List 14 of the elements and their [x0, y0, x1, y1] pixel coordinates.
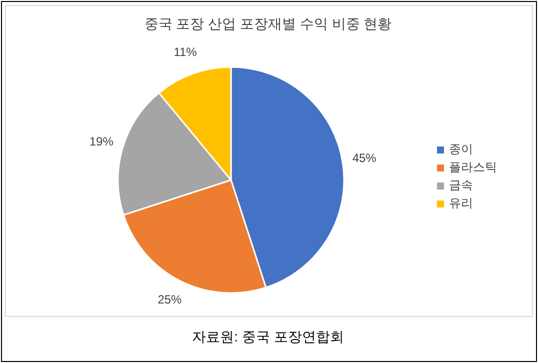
data-label: 25% [158, 292, 182, 306]
pie-slice [122, 179, 267, 294]
text: 자료원: 중국 포장연합회 [192, 328, 344, 345]
pie-slice [117, 92, 232, 216]
data-label: 19% [89, 134, 114, 149]
legend-label: 금속 [449, 178, 473, 192]
legend-label: 종이 [449, 142, 473, 156]
data-label: 11% [174, 45, 198, 60]
data-label: 45% [352, 151, 377, 166]
legend-label: 유리 [449, 196, 473, 210]
chart-title: 중국 포장 산업 포장재별 수익 비중 현황 [144, 16, 392, 32]
pie-slice [158, 66, 232, 181]
legend-label: 플라스틱 [449, 160, 497, 174]
pie-slice [230, 66, 345, 288]
